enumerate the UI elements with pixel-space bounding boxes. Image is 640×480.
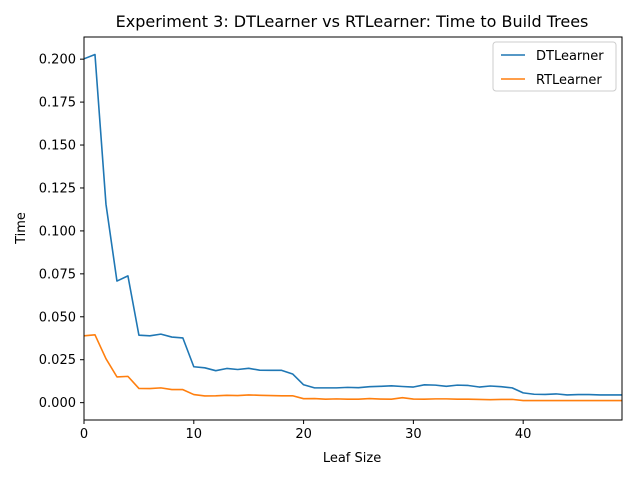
y-tick-label: 0.075 [39,267,76,282]
series-line-rtlearner [83,334,622,402]
chart-title: Experiment 3: DTLearner vs RTLearner: Ti… [116,12,589,31]
x-tick-label: 40 [515,427,532,442]
y-axis-label: Time [14,212,29,245]
x-tick-label: 10 [186,427,203,442]
y-tick-label: 0.175 [39,96,76,111]
x-axis-ticks: 0 10 20 30 40 [80,420,532,442]
y-tick-label: 0.000 [39,396,76,411]
legend: DTLearner RTLearner [492,41,617,92]
legend-label-dtlearner: DTLearner [536,49,604,64]
x-tick-label: 20 [295,427,312,442]
y-tick-label: 0.150 [39,139,76,154]
y-tick-label: 0.200 [39,53,76,68]
y-tick-label: 0.100 [39,224,76,239]
x-tick-label: 30 [405,427,422,442]
y-tick-label: 0.050 [39,310,76,325]
plot-lines [83,53,622,402]
y-tick-label: 0.125 [39,181,76,196]
y-axis-ticks: 0.000 0.025 0.050 0.075 0.100 0.125 0.150 0.175… [39,53,84,411]
plot-frame [83,36,623,421]
series-line-dtlearner [83,53,622,396]
x-tick-label: 0 [80,427,88,442]
x-axis-label: Leaf Size [323,451,381,466]
legend-label-rtlearner: RTLearner [536,73,602,88]
y-tick-label: 0.025 [39,353,76,368]
